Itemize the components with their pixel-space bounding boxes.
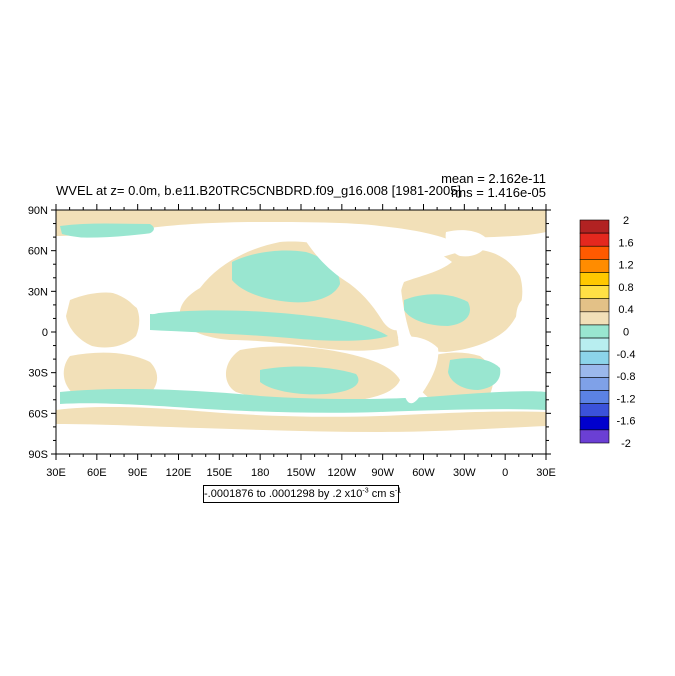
colorbar-box	[579, 390, 610, 404]
colorbar-label: -2	[621, 438, 631, 450]
x-axis-labels: 30E 60E 90E 120E 150E 180 150W 120W 90W 60W 30W 0 30…	[46, 467, 556, 479]
colorbar-label: 0.8	[618, 282, 633, 294]
x-tick-label: 90W	[371, 467, 394, 479]
x-tick-label: 180	[251, 467, 269, 479]
colorbar-label: -1.2	[617, 393, 636, 405]
colorbar-box	[579, 245, 610, 260]
africa	[516, 300, 546, 373]
rms-label: rms = 1.416e-05	[451, 185, 546, 200]
colorbar-labels: 2 1.6 1.2 0.8 0.4 0 -0.4 -0.8 -1.2 -1.6 -2	[617, 215, 636, 450]
south-atlantic-negative	[448, 358, 501, 390]
colorbar-box	[579, 403, 610, 418]
colorbar-label: 2	[623, 215, 629, 227]
antarctica	[56, 429, 546, 454]
southern-ocean-band	[56, 406, 546, 432]
range-prefix: -.0001876 to .0001298 by .2 x10	[204, 488, 363, 500]
colorbar-box	[579, 337, 610, 352]
colorbar-label: 0.4	[618, 304, 633, 316]
colorbar-box	[579, 272, 610, 286]
contour-range-label: -.0001876 to .0001298 by .2 x10-3 cm s-1	[203, 485, 402, 503]
colorbar-box	[579, 429, 610, 444]
y-tick-label: 30S	[28, 368, 48, 380]
colorbar-box	[579, 311, 610, 326]
arctic-band	[56, 210, 546, 240]
south-pacific-negative	[260, 366, 359, 395]
colorbar-box	[579, 219, 610, 234]
colorbar-box	[579, 350, 610, 365]
plot-title: WVEL at z= 0.0m, b.e11.B20TRC5CNBDRD.f09…	[56, 183, 461, 198]
x-tick-label: 120W	[327, 467, 356, 479]
y-tick-label: 30N	[28, 286, 48, 298]
y-tick-label: 90N	[28, 205, 48, 217]
indian-ocean-north	[66, 292, 140, 348]
australia	[166, 348, 215, 380]
colorbar-label: 1.2	[618, 260, 633, 272]
x-tick-label: 30E	[536, 467, 556, 479]
y-tick-label: 0	[42, 327, 48, 339]
colorbar-label: 0	[623, 327, 629, 339]
colorbar-box	[579, 232, 610, 247]
negative-regions	[60, 223, 546, 413]
north-america	[300, 232, 452, 331]
colorbar-box	[579, 298, 610, 313]
arctic-negative	[60, 223, 154, 239]
unit-exponent: -1	[394, 487, 402, 495]
colorbar-box	[579, 285, 610, 300]
y-tick-label: 90S	[28, 449, 48, 461]
y-tick-label: 60S	[28, 408, 48, 420]
x-tick-label: 30E	[46, 467, 66, 479]
colorbar	[579, 219, 610, 444]
colorbar-label: -0.4	[617, 349, 636, 361]
colorbar-box	[579, 377, 610, 391]
southern-ocean-negative	[60, 389, 546, 413]
x-tick-label: 90E	[128, 467, 148, 479]
colorbar-box	[579, 259, 610, 273]
map-field	[55, 209, 547, 455]
north-pacific-negative	[232, 250, 340, 303]
x-tick-label: 60E	[87, 467, 107, 479]
y-tick-label: 60N	[28, 246, 48, 258]
greenland	[445, 230, 488, 257]
colorbar-label: 1.6	[618, 237, 633, 249]
equatorial-pacific-band	[150, 310, 388, 341]
x-tick-label: 30W	[453, 467, 476, 479]
mean-label: mean = 2.162e-11	[441, 171, 546, 186]
colorbar-box	[579, 416, 610, 431]
range-exponent: -3	[362, 487, 369, 495]
x-tick-label: 120E	[166, 467, 192, 479]
x-tick-label: 150E	[206, 467, 232, 479]
x-tick-label: 60W	[412, 467, 435, 479]
colorbar-box	[579, 324, 610, 339]
eurasia	[56, 231, 240, 315]
land-masses	[56, 230, 546, 454]
africa-west	[56, 316, 66, 348]
y-axis-labels: 90N 60N 30N 0 30S 60S 90S	[28, 205, 48, 461]
south-america	[398, 336, 439, 404]
x-tick-label: 0	[502, 467, 508, 479]
colorbar-label: -1.6	[617, 416, 636, 428]
north-atlantic-negative	[404, 294, 470, 326]
colorbar-box	[579, 363, 610, 378]
range-unit: cm s	[368, 488, 395, 500]
colorbar-label: -0.8	[617, 371, 636, 383]
x-tick-label: 150W	[287, 467, 316, 479]
axis-ticks	[51, 204, 551, 460]
